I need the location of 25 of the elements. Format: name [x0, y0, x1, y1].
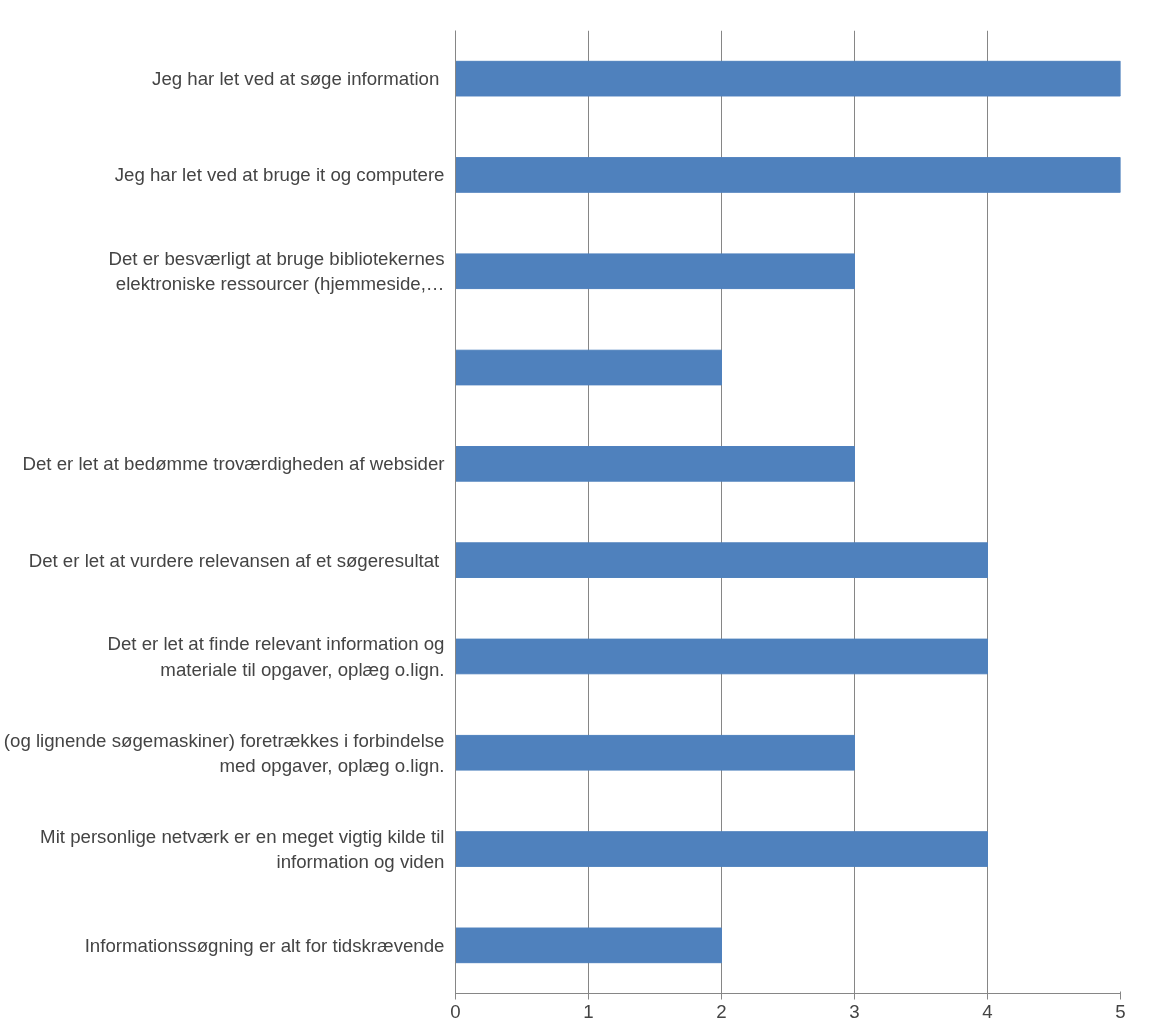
y-tick-label: Det er let at vurdere relevansen af et søgeresultat: [28, 549, 441, 571]
y-tick-label: (og lignende søgemaskiner) foretrækkes i forbindelse med opgaver, oplæg o.lign.: [3, 729, 445, 776]
x-tick-label: 0: [450, 1000, 461, 1022]
bar: [455, 349, 722, 386]
x-tick-label: 3: [849, 1000, 860, 1022]
y-tick-label: Jeg har let ved at bruge it og computere: [114, 164, 445, 186]
bar: [455, 60, 1121, 97]
bar: [455, 542, 988, 578]
y-tick-label: Det er let at finde relevant information og materiale til opgaver, oplæg o.lign.: [107, 633, 445, 680]
y-tick-label: Jeg har let ved at søge information: [152, 68, 440, 90]
y-tick-label: Det er let at bedømme troværdigheden af websider: [22, 453, 445, 475]
bar: [455, 831, 988, 867]
bar: [455, 446, 855, 482]
x-tick-label: 1: [583, 1000, 594, 1022]
bar: [455, 253, 855, 290]
bar: [455, 638, 988, 675]
y-tick-label: Det er besværligt at bruge bibliotekernes elektroniske ressourcer (hjemmeside,…: [108, 248, 445, 295]
bar: [455, 734, 855, 771]
bar: [455, 927, 722, 964]
y-tick-label: Mit personlige netværk er en meget vigtig kilde til information og viden: [40, 825, 445, 873]
x-tick-label: 5: [1115, 1000, 1126, 1022]
y-tick-label: Informationssøgning er alt for tidskrævende: [84, 934, 445, 956]
x-tick-label: 4: [982, 1000, 993, 1022]
x-tick-label: 2: [716, 1000, 727, 1022]
bar: [455, 157, 1121, 193]
